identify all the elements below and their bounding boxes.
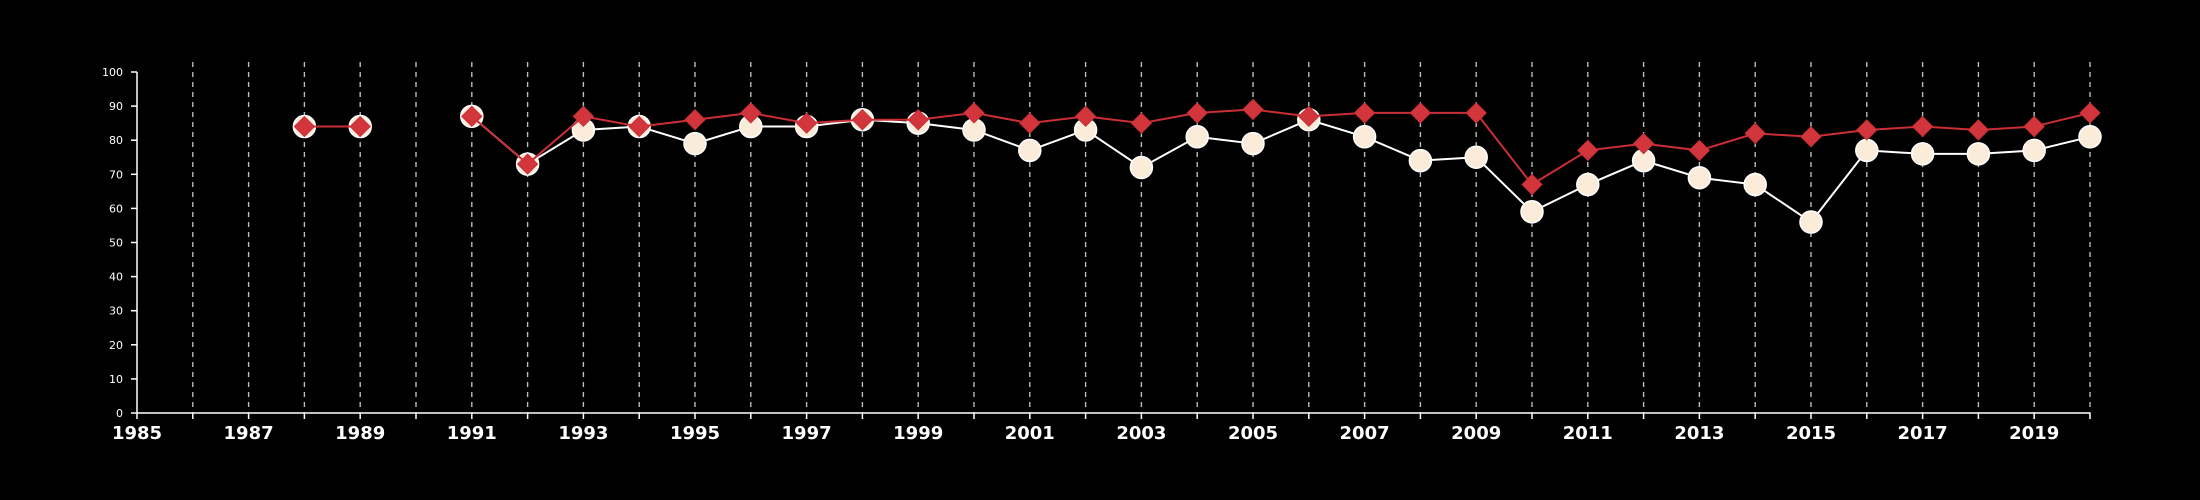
x-tick-label-1989: 1989 (335, 423, 385, 444)
x-tick-label-2005: 2005 (1228, 423, 1278, 444)
series-0-point-2008 (1408, 148, 1433, 173)
x-tick-label-1991: 1991 (447, 423, 497, 444)
series-1-point-2018 (1967, 119, 1990, 141)
series-0-point-2009 (1464, 145, 1488, 169)
series-1-point-2002 (1074, 105, 1097, 128)
series-1-point-1992 (516, 153, 539, 175)
x-tick-label-1999: 1999 (893, 423, 943, 444)
x-tick-label-1993: 1993 (558, 423, 608, 444)
series-1-point-1996 (740, 102, 762, 124)
y-tick-label-50: 50 (109, 237, 123, 250)
y-tick-label-0: 0 (116, 407, 123, 420)
vertical-gridlines (192, 62, 2091, 413)
series-1-point-2000 (963, 102, 985, 124)
series-1-point-2003 (1130, 112, 1153, 134)
x-tick-label-2009: 2009 (1451, 423, 1501, 444)
series-1-point-2005 (1242, 98, 1264, 121)
series-1-point-2008 (1409, 102, 1432, 124)
series-1-point-2016 (1856, 119, 1878, 141)
series-0-point-2003 (1129, 155, 1154, 180)
series-1 (293, 98, 2101, 196)
y-tick-label-80: 80 (109, 134, 123, 147)
x-tick-label-1997: 1997 (782, 423, 832, 444)
series-0-point-2011 (1576, 172, 1600, 197)
series-1-point-2013 (1688, 139, 1711, 162)
axes: 0 10 20 30 40 50 60 70 80 90 100 1985 1987 1989 1991 19… (102, 66, 2091, 444)
series-0-point-2010 (1520, 200, 1544, 224)
series-1-point-1991 (461, 105, 483, 128)
y-tick-label-20: 20 (109, 339, 123, 352)
y-tick-label-40: 40 (109, 271, 123, 284)
series-1-point-2007 (1353, 102, 1376, 124)
y-tick-label-100: 100 (102, 66, 123, 79)
series-1-point-1999 (907, 109, 929, 131)
series-0-point-2017 (1910, 142, 1935, 166)
series-1-point-2012 (1632, 132, 1655, 155)
series-1-point-1997 (795, 112, 818, 134)
series-0 (292, 104, 2102, 234)
series-1-point-2014 (1744, 122, 1766, 145)
series-0-point-2018 (1966, 142, 1991, 166)
series-1-point-2011 (1577, 139, 1599, 162)
series-0-point-2014 (1743, 172, 1767, 197)
series-1-point-1993 (572, 105, 595, 128)
series-1-point-1989 (349, 115, 371, 138)
series-0-point-2013 (1687, 165, 1712, 190)
series-0-point-2015 (1799, 210, 1823, 234)
y-tick-label-90: 90 (109, 100, 123, 113)
y-tick-label-10: 10 (109, 373, 123, 386)
series-0-point-2016 (1855, 138, 1879, 163)
x-tick-label-1995: 1995 (670, 423, 720, 444)
x-tick-label-2001: 2001 (1005, 423, 1055, 444)
series-layer (292, 98, 2102, 234)
series-1-point-1988 (293, 115, 316, 138)
x-tick-label-2013: 2013 (1674, 423, 1724, 444)
x-tick-label-1987: 1987 (224, 423, 274, 444)
series-0-point-2001 (1018, 138, 1042, 163)
series-0-point-2004 (1185, 125, 1209, 149)
x-tick-label-2017: 2017 (1898, 423, 1948, 444)
series-1-point-2010 (1521, 173, 1543, 196)
x-tick-label-2003: 2003 (1116, 423, 1166, 444)
y-tick-label-30: 30 (109, 305, 123, 318)
series-1-point-2001 (1019, 112, 1041, 134)
x-tick-label-2019: 2019 (2009, 423, 2059, 444)
series-1-point-2009 (1465, 102, 1487, 124)
x-tick-label-1985: 1985 (112, 423, 162, 444)
y-tick-label-60: 60 (109, 202, 123, 215)
series-1-point-2017 (1911, 115, 1934, 138)
series-1-point-2020 (2079, 102, 2101, 124)
series-0-point-2019 (2022, 138, 2046, 163)
y-tick-label-70: 70 (109, 168, 123, 181)
x-tick-label-2015: 2015 (1786, 423, 1836, 444)
series-1-point-2006 (1298, 105, 1320, 128)
series-1-point-1998 (851, 109, 874, 131)
series-1-line-1 (471, 108, 2091, 186)
series-1-point-2004 (1186, 102, 1208, 124)
x-tick-label-2011: 2011 (1563, 423, 1613, 444)
x-tick-label-2007: 2007 (1340, 423, 1390, 444)
series-1-point-2015 (1800, 126, 1822, 148)
series-0-point-2020 (2078, 125, 2102, 149)
series-0-point-2007 (1352, 125, 1377, 149)
series-0-point-2005 (1241, 131, 1265, 156)
series-1-point-1995 (684, 109, 706, 131)
series-0-point-1995 (683, 131, 707, 156)
series-1-point-1994 (628, 115, 650, 138)
series-1-point-2019 (2023, 115, 2045, 138)
